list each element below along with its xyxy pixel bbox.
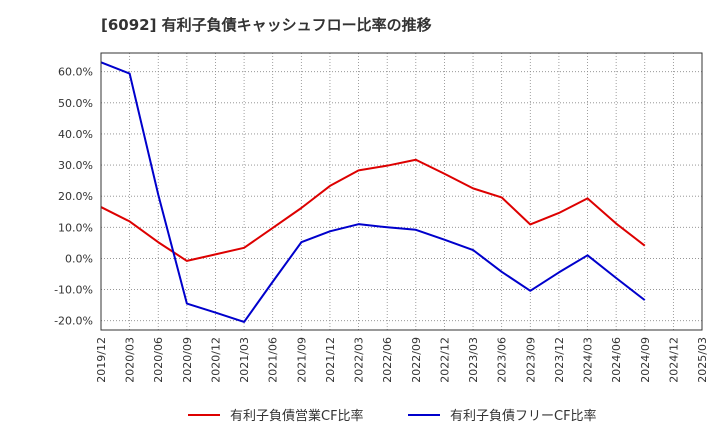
x-tick-label: 2021/06	[267, 337, 280, 383]
grid-layer	[100, 53, 703, 330]
x-tick-label: 2023/06	[496, 337, 509, 383]
y-tick-label: 20.0%	[58, 190, 93, 203]
legend-label-free-cf: 有利子負債フリーCF比率	[450, 408, 597, 424]
x-tick-label: 2020/06	[152, 337, 165, 383]
x-tick-label: 2023/12	[553, 337, 566, 383]
x-tick-label: 2024/06	[610, 337, 623, 383]
chart-title: [6092] 有利子負債キャッシュフロー比率の推移	[101, 16, 432, 34]
legend-label-operating-cf: 有利子負債営業CF比率	[230, 408, 364, 424]
legend: 有利子負債営業CF比率 有利子負債フリーCF比率	[188, 408, 597, 424]
y-tick-label: 40.0%	[58, 128, 93, 141]
series-line-free-cf	[100, 61, 646, 323]
y-tick-label: 10.0%	[58, 221, 93, 234]
x-tick-label: 2023/03	[467, 337, 480, 383]
y-tick-label: -20.0%	[54, 315, 93, 328]
y-tick-label: 50.0%	[58, 97, 93, 110]
y-tick-label: 30.0%	[58, 159, 93, 172]
y-tick-label: -10.0%	[54, 284, 93, 297]
x-tick-label: 2023/09	[524, 337, 537, 383]
x-tick-label: 2024/09	[639, 337, 652, 383]
series-layer	[100, 61, 646, 323]
x-tick-label: 2021/09	[295, 337, 308, 383]
x-tick-label: 2022/12	[438, 337, 451, 383]
x-axis: 2019/12 2020/03 2020/06 2020/09 2020/12 2021/…	[95, 337, 709, 383]
x-tick-label: 2022/06	[381, 337, 394, 383]
x-tick-label: 2022/03	[353, 337, 366, 383]
x-tick-label: 2019/12	[95, 337, 108, 383]
x-tick-label: 2025/03	[696, 337, 709, 383]
series-line-operating-cf	[100, 158, 646, 262]
x-tick-label: 2024/12	[667, 337, 680, 383]
plot-frame	[100, 52, 703, 331]
x-tick-label: 2020/03	[124, 337, 137, 383]
y-axis: -20.0% -10.0% 0.0% 10.0% 20.0% 30.0% 40.0% 50.0…	[54, 66, 93, 328]
x-tick-label: 2022/09	[410, 337, 423, 383]
x-tick-label: 2020/12	[209, 337, 222, 383]
x-tick-label: 2021/03	[238, 337, 251, 383]
x-tick-label: 2020/09	[181, 337, 194, 383]
y-tick-label: 0.0%	[65, 252, 93, 265]
x-tick-label: 2024/03	[582, 337, 595, 383]
x-tick-label: 2021/12	[324, 337, 337, 383]
y-tick-label: 60.0%	[58, 66, 93, 79]
